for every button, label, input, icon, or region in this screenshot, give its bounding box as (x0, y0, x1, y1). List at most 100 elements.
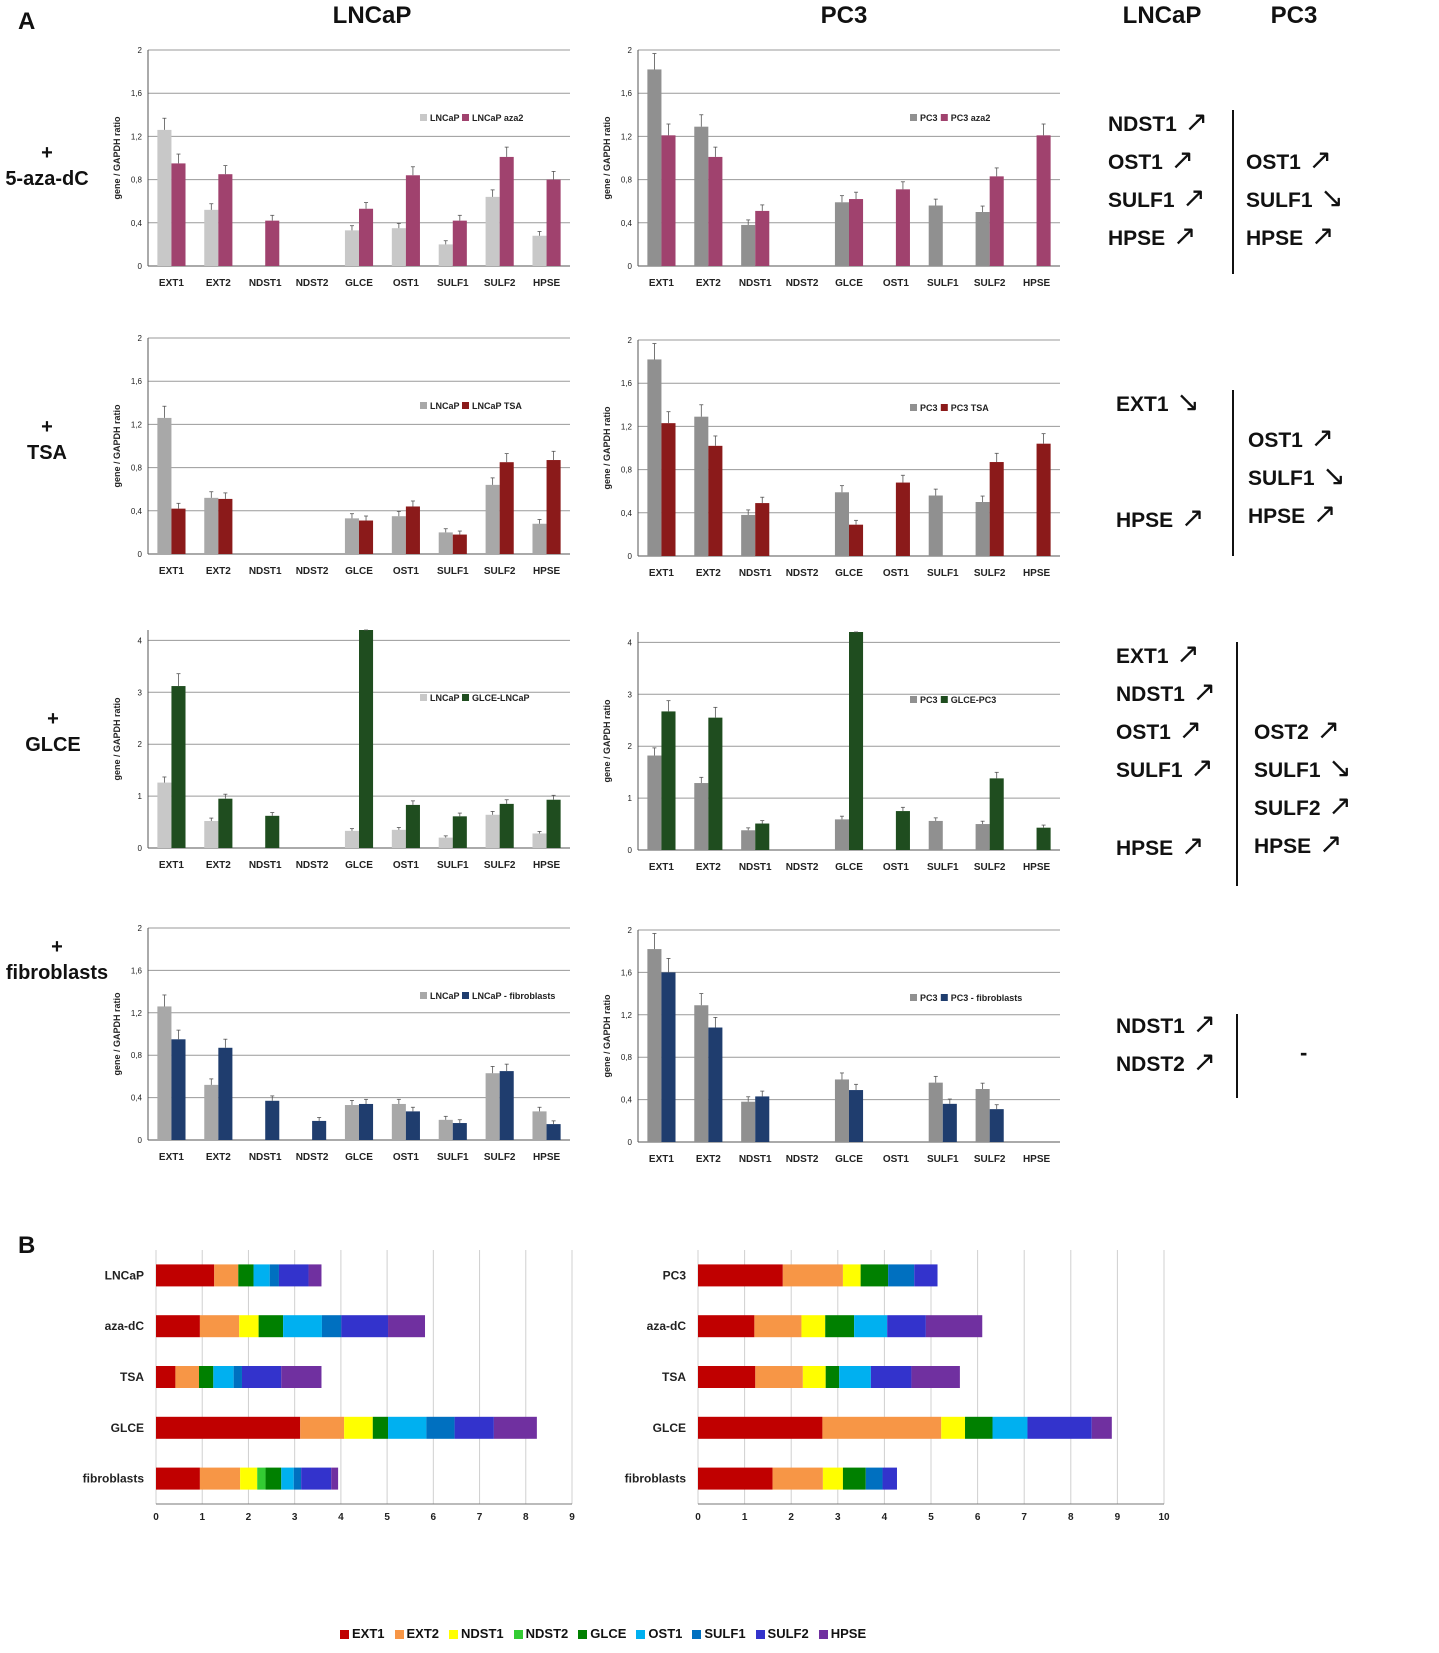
arrow-up-right-icon: ↗ (1184, 676, 1217, 707)
bar-ext2-0 (204, 497, 219, 554)
y-tick-label: 4 (138, 636, 143, 645)
legend-b: EXT1 EXT2 NDST1 NDST2 GLCE OST1 SULF1 SULF2 HPSE (340, 1626, 876, 1641)
bar-ext2-0 (204, 821, 219, 848)
summary-gene-ext1: EXT1 ↘ (1116, 388, 1200, 417)
summary-gene-ndst1: NDST1 ↗ (1116, 678, 1216, 707)
row-label-text: fibroblasts (5, 962, 109, 984)
y-tick-label: 3 (138, 688, 143, 697)
summary-gene-name: NDST1 (1116, 1015, 1185, 1038)
bar-sulf2-1 (499, 803, 514, 848)
x-tick-label: NDST2 (296, 860, 329, 871)
summary-gene-ext1: EXT1 ↗ (1116, 640, 1200, 669)
x-tick-label: OST1 (883, 1154, 910, 1165)
category-label: PC3 (663, 1268, 687, 1282)
x-tick-label: HPSE (1023, 278, 1051, 289)
bar-ext1-0 (647, 359, 662, 556)
bar-ost1-1 (895, 482, 910, 556)
chart-pc3-tsa: 0 0,4 0,8 1,2 1,6 2 gene / GAPDH ratio EXT1 EXT2… (602, 336, 1060, 579)
x-tick-label: EXT1 (649, 862, 674, 873)
segment-ndst2 (257, 1467, 266, 1490)
summary-gene-hpse: HPSE ↗ (1254, 830, 1342, 859)
segment-sulf2 (887, 1315, 926, 1338)
summary-gene-ost1: OST1 ↗ (1116, 716, 1202, 745)
y-tick-label: 0,4 (131, 507, 143, 516)
x-tick-label: EXT1 (159, 278, 184, 289)
summary-gene-name: SULF1 (1116, 759, 1183, 782)
summary-gene-name: SULF1 (1254, 759, 1321, 782)
y-tick-label: 2 (628, 46, 633, 55)
legend-label: PC3 aza2 (951, 113, 991, 123)
x-tick-label: GLCE (345, 278, 373, 289)
x-tick-label: GLCE (345, 566, 373, 577)
summary-gene-name: HPSE (1248, 505, 1306, 528)
x-tick-label: 7 (1021, 1512, 1027, 1523)
arrow-up-right-icon: ↗ (1311, 828, 1343, 859)
segment-ext1 (698, 1315, 755, 1338)
row-label-aza: + 5-aza-dC (0, 140, 112, 192)
x-tick-label: EXT2 (696, 862, 721, 873)
summary-gene-ost1: OST1 ↗ (1248, 424, 1334, 453)
legend-label: PC3 TSA (951, 403, 990, 413)
bar-ost1-0 (391, 516, 406, 554)
bar-sulf2-0 (975, 502, 990, 556)
x-tick-label: 6 (975, 1512, 981, 1523)
segment-hpse (331, 1467, 339, 1490)
bar-sulf1-0 (928, 1082, 943, 1142)
x-tick-label: NDST2 (786, 1154, 819, 1165)
segment-ext1 (156, 1366, 176, 1388)
legend-item-hpse: HPSE (818, 1626, 866, 1641)
x-tick-label: NDST1 (739, 568, 772, 579)
legend-swatch (940, 404, 948, 411)
segment-sulf1 (426, 1416, 455, 1439)
arrow-up-right-icon: ↗ (1300, 144, 1333, 175)
x-tick-label: 9 (1115, 1512, 1121, 1523)
segment-glce (372, 1416, 389, 1439)
legend-label: NDST2 (525, 1626, 569, 1641)
bar-ndst1-1 (755, 503, 770, 556)
summary-gene-name: NDST2 (1116, 1053, 1185, 1076)
y-tick-label: 0,8 (621, 176, 633, 185)
legend-swatch (910, 696, 917, 703)
segment-ext2 (782, 1264, 843, 1287)
bar-ext1-1 (171, 1039, 186, 1140)
x-tick-label: OST1 (393, 1152, 420, 1163)
category-label: fibroblasts (625, 1472, 687, 1486)
bar-sulf1-1 (452, 816, 467, 848)
bar-sulf2-0 (975, 1089, 990, 1142)
summary-gene-name: OST1 (1248, 429, 1303, 452)
bar-ext2-0 (204, 209, 219, 266)
segment-ndst1 (941, 1416, 966, 1439)
segment-sulf2 (341, 1315, 389, 1338)
y-tick-label: 0,4 (131, 219, 143, 228)
legend-swatch (755, 1630, 765, 1640)
segment-hpse (388, 1315, 426, 1338)
arrow-up-right-icon: ↗ (1308, 714, 1341, 745)
legend-item-sulf1: SULF1 (692, 1626, 746, 1641)
arrow-down-right-icon: ↘ (1312, 182, 1344, 213)
segment-sulf1 (321, 1315, 342, 1338)
summary-gene-ost1: OST1 ↗ (1108, 146, 1194, 175)
x-tick-label: EXT2 (696, 568, 721, 579)
x-tick-label: SULF2 (484, 1152, 516, 1163)
segment-hpse (493, 1416, 537, 1439)
bar-sulf1-0 (438, 532, 453, 554)
x-tick-label: SULF2 (974, 1154, 1006, 1165)
bar-glce-0 (834, 202, 849, 266)
x-tick-label: SULF2 (974, 862, 1006, 873)
legend-swatch (940, 696, 948, 703)
summary-gene-name: EXT1 (1116, 393, 1169, 416)
x-tick-label: NDST2 (296, 1152, 329, 1163)
y-tick-label: 2 (138, 740, 143, 749)
x-tick-label: NDST2 (296, 278, 329, 289)
category-label: GLCE (111, 1421, 144, 1435)
bar-ext1-0 (647, 949, 662, 1142)
segment-ext1 (156, 1467, 200, 1490)
row-label-plus: + (47, 708, 59, 730)
x-tick-label: GLCE (835, 568, 863, 579)
y-tick-label: 0,8 (131, 1051, 143, 1060)
bar-ndst1-1 (755, 823, 770, 850)
bar-sulf1-0 (438, 244, 453, 266)
segment-ost1 (839, 1366, 871, 1388)
y-tick-label: 1,2 (621, 132, 633, 141)
x-tick-label: NDST2 (786, 568, 819, 579)
